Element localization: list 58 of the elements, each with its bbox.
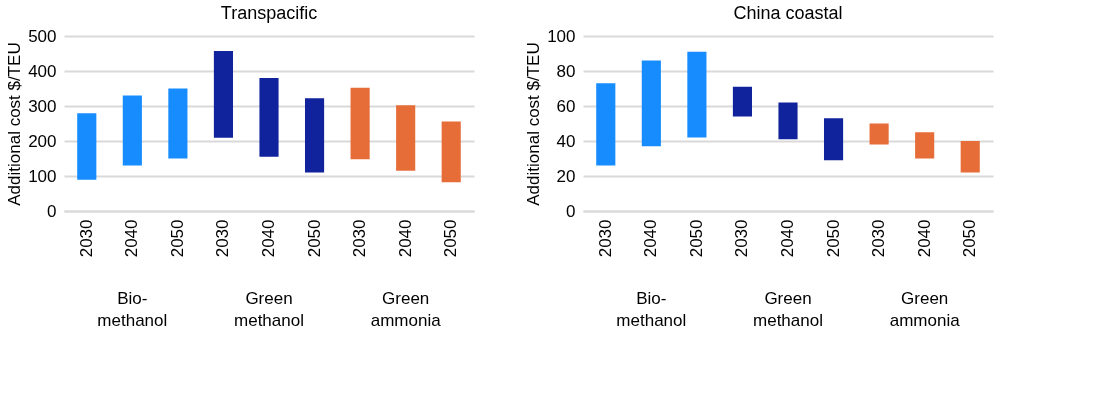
x-tick-label: 2050 [960,219,980,258]
y-tick-label: 100 [28,166,57,186]
x-tick-label: 2040 [259,219,278,258]
y-tick-label: 0 [47,201,57,221]
bar [350,87,370,160]
y-tick-label: 0 [566,201,576,221]
x-tick-label: 2030 [76,219,96,258]
x-tick-label: 2030 [869,219,889,258]
bar [778,102,798,140]
y-tick-label: 80 [556,61,576,81]
bar [823,118,844,161]
x-tick-label: 2040 [778,219,797,258]
y-tick-label: 300 [28,96,57,116]
bar [960,141,980,173]
y-tick-label: 100 [547,26,576,46]
bar [77,113,97,180]
bar [122,95,142,166]
bar [596,83,616,166]
y-tick-label: 500 [28,26,57,46]
bar [687,51,707,138]
x-tick-label: 2030 [213,219,233,258]
y-tick-label: 60 [556,96,576,116]
y-tick-label: 200 [28,131,57,151]
bar [732,86,753,117]
x-tick-label: 2050 [823,219,843,258]
y-axis-title: Additional cost $/TEU [5,42,25,206]
y-tick-label: 400 [28,61,57,81]
bar [869,123,889,145]
bar [396,105,416,171]
bar [304,98,325,173]
chart-title: China coastal [733,3,843,23]
text: Green methanol [234,289,304,330]
bar [915,132,935,159]
bar [168,88,188,159]
x-tick-label: 2050 [167,219,187,258]
bar [641,60,661,147]
x-tick-label: 2030 [350,219,370,258]
y-tick-label: 20 [556,166,576,186]
x-tick-label: 2030 [595,219,615,258]
y-axis-title: Additional cost $/TEU [524,42,544,206]
text: Bio- methanol [616,289,687,330]
text: Green ammonia [889,289,961,330]
x-tick-label: 2040 [395,219,415,258]
x-tick-label: 2040 [914,219,934,258]
bar [441,121,461,183]
x-tick-label: 2050 [441,219,461,258]
bar [259,78,279,157]
x-tick-label: 2040 [122,219,142,258]
text: Green ammonia [370,289,442,330]
x-tick-label: 2040 [641,219,661,258]
bar [213,51,234,138]
text: Bio- methanol [97,289,168,330]
y-tick-label: 40 [556,131,576,151]
text: Green methanol [753,289,823,330]
x-tick-label: 2030 [732,219,752,258]
chart-title: Transpacific [220,3,318,23]
x-tick-label: 2050 [304,219,324,258]
x-tick-label: 2050 [686,219,706,258]
